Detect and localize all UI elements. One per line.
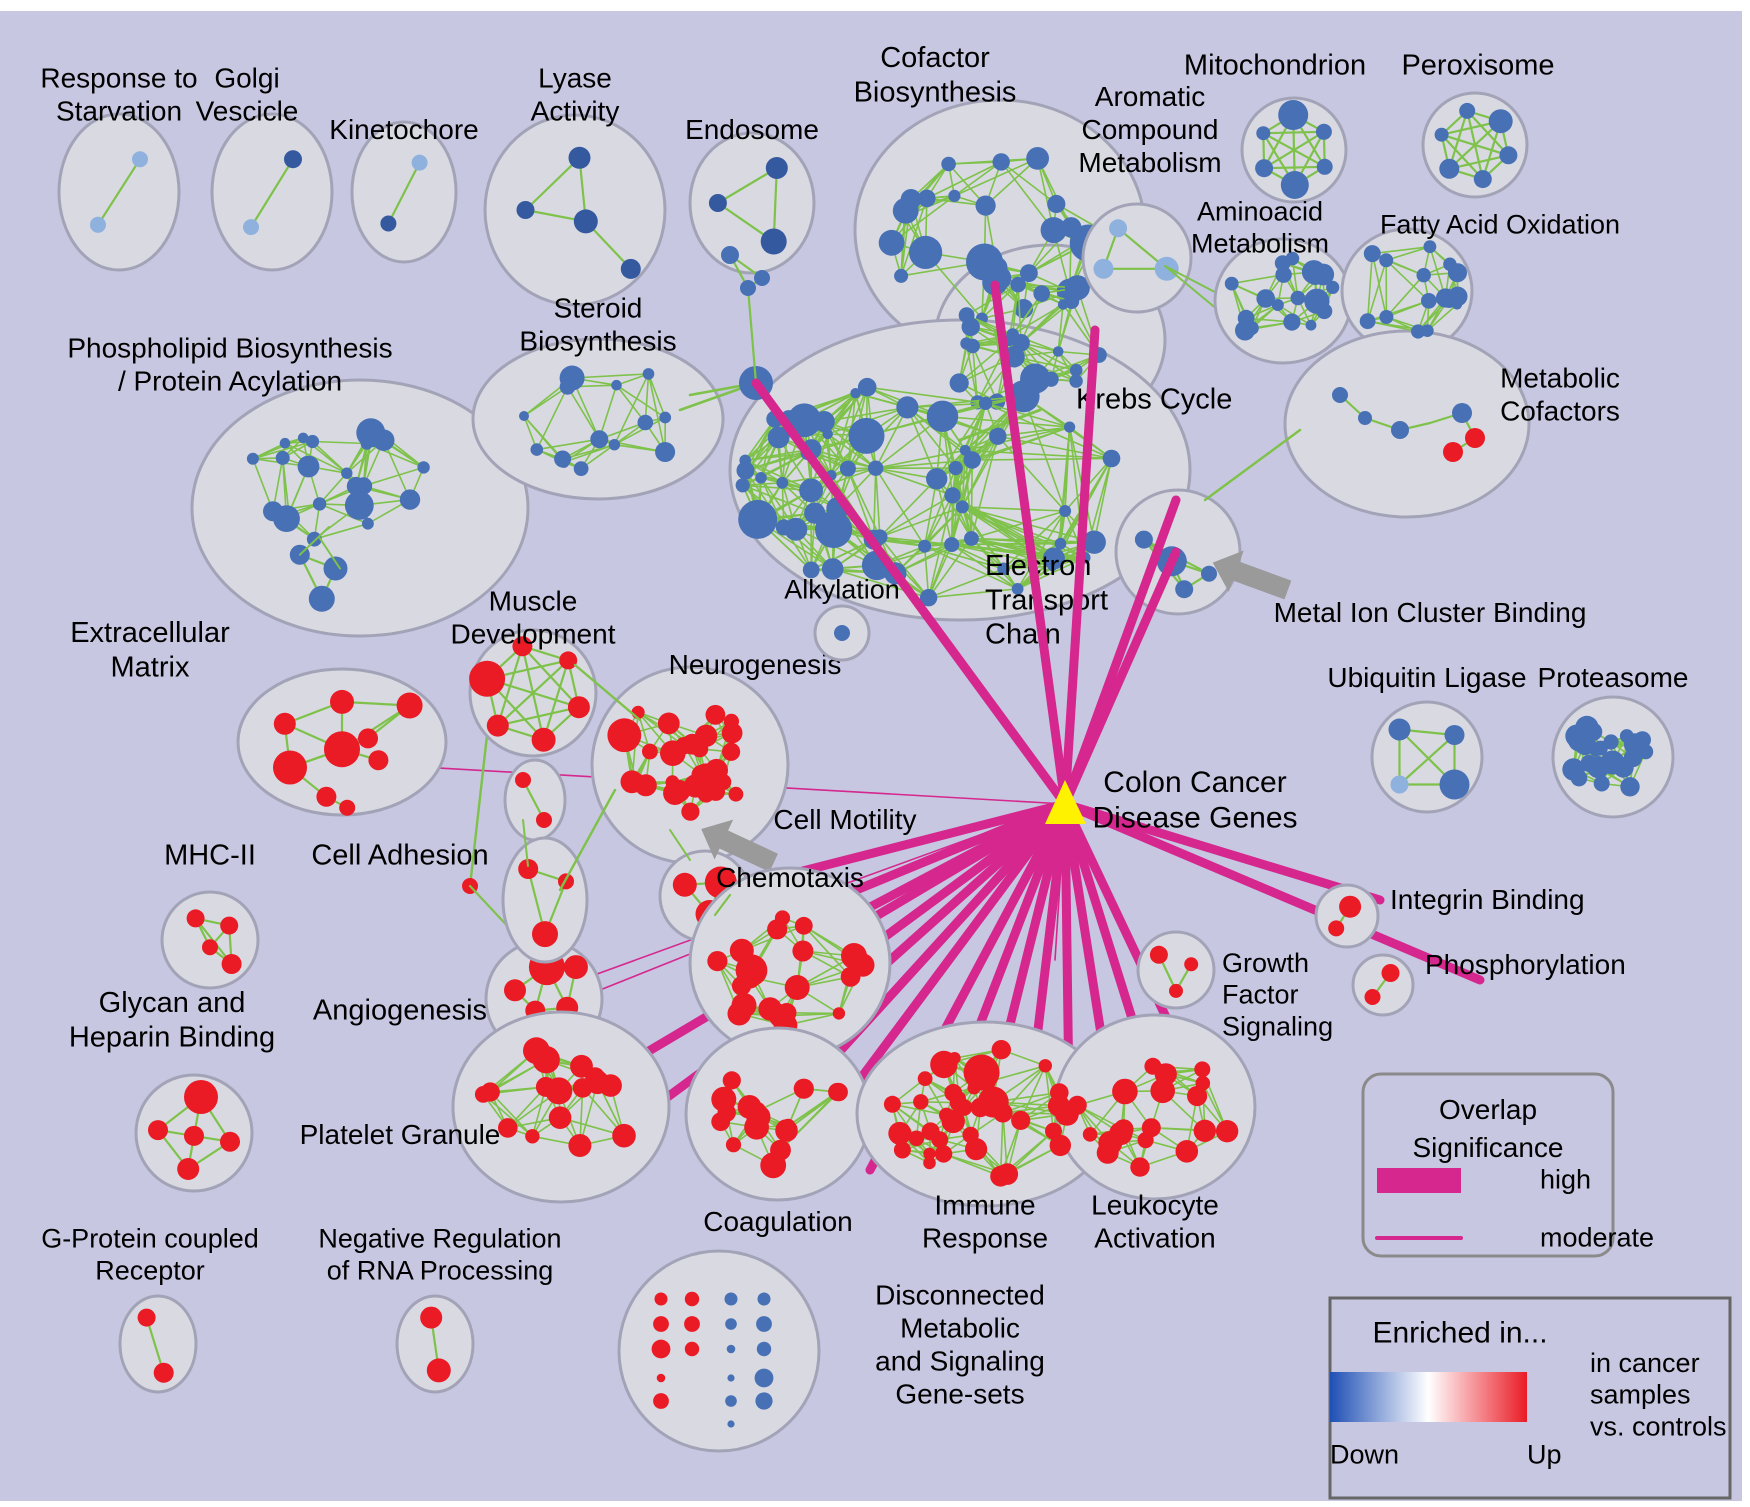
svg-text:moderate: moderate — [1540, 1223, 1654, 1253]
svg-text:Down: Down — [1330, 1440, 1399, 1470]
svg-text:Significance: Significance — [1413, 1132, 1564, 1163]
svg-text:Kinetochore: Kinetochore — [329, 114, 478, 145]
svg-text:Metal Ion Cluster Binding: Metal Ion Cluster Binding — [1274, 597, 1587, 628]
svg-text:Integrin Binding: Integrin Binding — [1390, 884, 1585, 915]
svg-text:Krebs Cycle: Krebs Cycle — [1076, 383, 1232, 415]
svg-text:Fatty Acid Oxidation: Fatty Acid Oxidation — [1380, 210, 1620, 240]
svg-text:high: high — [1540, 1165, 1591, 1195]
svg-text:Angiogenesis: Angiogenesis — [313, 994, 487, 1026]
svg-text:Neurogenesis: Neurogenesis — [669, 649, 842, 680]
svg-text:Coagulation: Coagulation — [703, 1206, 852, 1237]
svg-text:Enriched in...: Enriched in... — [1372, 1317, 1547, 1350]
svg-text:Alkylation: Alkylation — [784, 575, 900, 605]
svg-text:Peroxisome: Peroxisome — [1401, 49, 1554, 81]
svg-text:Chemotaxis: Chemotaxis — [716, 862, 864, 893]
svg-text:Cell Motility: Cell Motility — [773, 804, 916, 835]
svg-text:Platelet Granule: Platelet Granule — [300, 1119, 501, 1150]
svg-text:Mitochondrion: Mitochondrion — [1184, 49, 1366, 81]
svg-text:Up: Up — [1527, 1440, 1562, 1470]
svg-text:Cell Adhesion: Cell Adhesion — [311, 839, 488, 871]
svg-text:Endosome: Endosome — [685, 114, 819, 145]
svg-text:Ubiquitin Ligase: Ubiquitin Ligase — [1327, 662, 1526, 693]
svg-text:Proteasome: Proteasome — [1538, 662, 1689, 693]
svg-text:Phosphorylation: Phosphorylation — [1425, 949, 1626, 980]
svg-text:MHC-II: MHC-II — [164, 839, 256, 871]
svg-text:Overlap: Overlap — [1439, 1094, 1537, 1125]
